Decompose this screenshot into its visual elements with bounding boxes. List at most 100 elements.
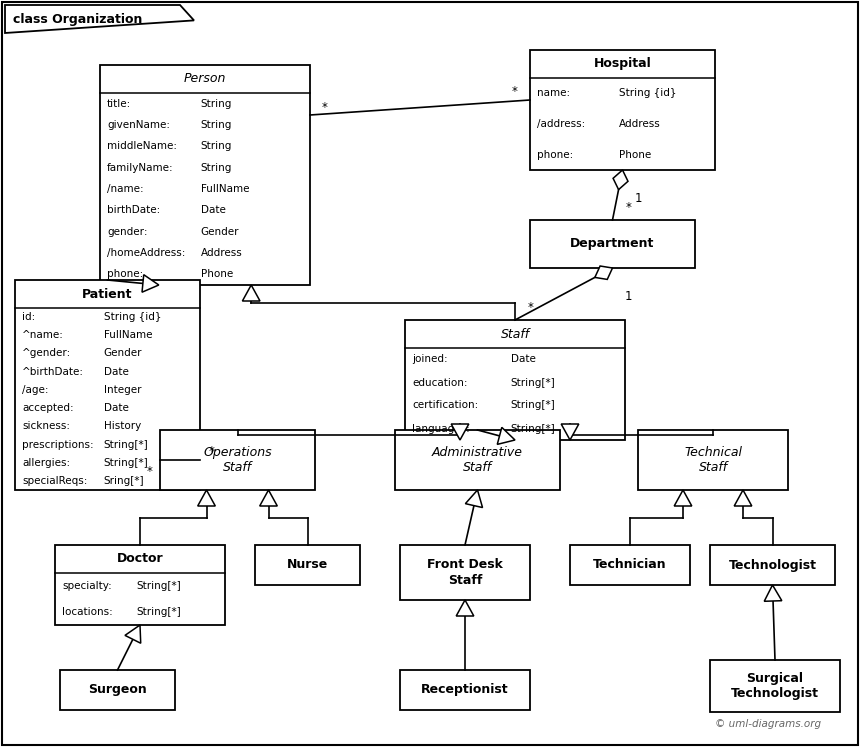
Polygon shape <box>198 490 215 506</box>
Polygon shape <box>734 490 752 506</box>
Bar <box>15 280 200 490</box>
Text: String[*]: String[*] <box>104 439 149 450</box>
Text: Technologist: Technologist <box>728 559 816 571</box>
Text: middleName:: middleName: <box>107 141 177 152</box>
Text: Administrative
Staff: Administrative Staff <box>432 446 523 474</box>
Text: History: History <box>104 421 141 431</box>
Polygon shape <box>243 285 260 301</box>
Text: 1: 1 <box>635 191 642 205</box>
Text: education:: education: <box>412 377 468 388</box>
Text: Department: Department <box>570 238 654 250</box>
Polygon shape <box>765 585 782 601</box>
Text: Nurse: Nurse <box>287 559 329 571</box>
Polygon shape <box>452 424 469 440</box>
Polygon shape <box>613 170 628 190</box>
Text: Operations
Staff: Operations Staff <box>203 446 272 474</box>
Text: FullName: FullName <box>200 184 249 194</box>
Text: Integer: Integer <box>104 385 141 395</box>
Text: String: String <box>200 120 232 130</box>
Text: *: * <box>528 302 534 314</box>
Text: class Organization: class Organization <box>13 13 143 25</box>
Text: id:: id: <box>22 312 35 322</box>
Text: *: * <box>322 101 328 114</box>
Text: specialReqs:: specialReqs: <box>22 476 88 486</box>
Text: Hospital: Hospital <box>593 58 651 70</box>
Text: String[*]: String[*] <box>511 400 556 411</box>
Bar <box>400 670 530 710</box>
Text: 1: 1 <box>624 290 632 303</box>
Text: phone:: phone: <box>537 149 574 160</box>
Text: Receptionist: Receptionist <box>421 684 509 696</box>
Bar <box>570 545 690 585</box>
Text: title:: title: <box>107 99 132 108</box>
Bar <box>400 545 530 600</box>
Text: Technical
Staff: Technical Staff <box>684 446 742 474</box>
Bar <box>160 430 315 490</box>
Bar <box>100 65 310 285</box>
Text: sickness:: sickness: <box>22 421 70 431</box>
Text: familyName:: familyName: <box>107 163 174 173</box>
Bar <box>60 670 175 710</box>
Text: Doctor: Doctor <box>117 553 163 565</box>
Text: gender:: gender: <box>107 226 148 237</box>
Text: String: String <box>200 99 232 108</box>
Bar <box>530 220 695 268</box>
Text: Date: Date <box>511 355 536 365</box>
Text: Phone: Phone <box>619 149 651 160</box>
Polygon shape <box>456 600 474 616</box>
Text: ^birthDate:: ^birthDate: <box>22 367 84 376</box>
Text: String: String <box>200 163 232 173</box>
Text: /age:: /age: <box>22 385 48 395</box>
Text: Gender: Gender <box>200 226 239 237</box>
Bar <box>255 545 360 585</box>
Text: prescriptions:: prescriptions: <box>22 439 94 450</box>
Text: String[*]: String[*] <box>511 424 556 433</box>
Text: /name:: /name: <box>107 184 144 194</box>
Bar <box>710 660 840 712</box>
Text: String[*]: String[*] <box>104 458 149 468</box>
Bar <box>405 320 625 440</box>
Text: /address:: /address: <box>537 119 586 129</box>
Text: ^gender:: ^gender: <box>22 349 71 359</box>
Text: Date: Date <box>104 367 129 376</box>
Text: Patient: Patient <box>83 288 132 300</box>
Polygon shape <box>142 275 159 292</box>
Polygon shape <box>260 490 277 506</box>
Text: Phone: Phone <box>200 270 233 279</box>
Text: Address: Address <box>619 119 660 129</box>
Bar <box>530 50 715 170</box>
Text: String[*]: String[*] <box>137 581 181 591</box>
Text: specialty:: specialty: <box>62 581 112 591</box>
Text: locations:: locations: <box>62 607 113 617</box>
Text: /homeAddress:: /homeAddress: <box>107 248 186 258</box>
Text: accepted:: accepted: <box>22 403 74 413</box>
Text: birthDate:: birthDate: <box>107 205 160 215</box>
Text: FullName: FullName <box>104 330 152 341</box>
Text: *: * <box>625 202 631 214</box>
Bar <box>710 545 835 585</box>
Text: Date: Date <box>200 205 225 215</box>
Bar <box>55 545 225 625</box>
Text: Front Desk
Staff: Front Desk Staff <box>427 559 503 586</box>
Polygon shape <box>125 625 141 643</box>
Text: Surgeon: Surgeon <box>88 684 147 696</box>
Text: phone:: phone: <box>107 270 144 279</box>
Text: Staff: Staff <box>501 327 530 341</box>
Text: givenName:: givenName: <box>107 120 170 130</box>
Text: joined:: joined: <box>412 355 447 365</box>
Text: ^name:: ^name: <box>22 330 64 341</box>
Text: certification:: certification: <box>412 400 478 411</box>
Polygon shape <box>497 427 515 444</box>
Polygon shape <box>465 490 482 507</box>
Text: *: * <box>512 85 518 99</box>
Bar <box>638 430 788 490</box>
Text: Surgical
Technologist: Surgical Technologist <box>731 672 819 700</box>
Polygon shape <box>5 5 194 33</box>
Text: Gender: Gender <box>104 349 142 359</box>
Text: *: * <box>209 445 215 459</box>
Text: String {id}: String {id} <box>104 312 162 322</box>
Text: *: * <box>147 465 153 479</box>
Text: name:: name: <box>537 88 570 99</box>
Text: allergies:: allergies: <box>22 458 71 468</box>
Text: Person: Person <box>184 72 226 85</box>
